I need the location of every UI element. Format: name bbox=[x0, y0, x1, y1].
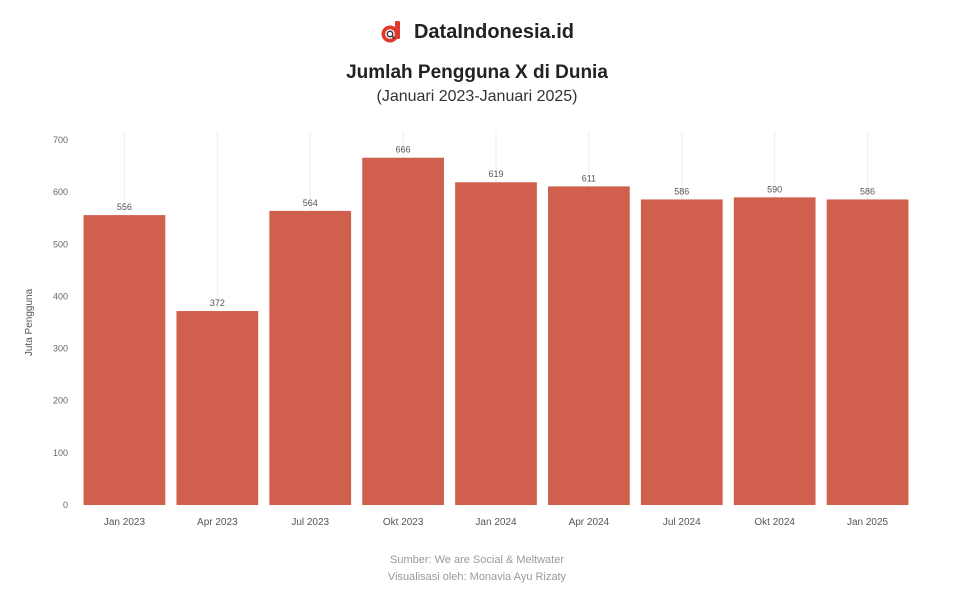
chart-subtitle: (Januari 2023-Januari 2025) bbox=[376, 88, 578, 105]
x-tick-label: Jan 2023 bbox=[104, 517, 146, 528]
x-tick-label: Jul 2024 bbox=[663, 517, 701, 528]
bar bbox=[83, 215, 166, 506]
bar bbox=[455, 182, 537, 505]
y-tick-label: 700 bbox=[53, 135, 68, 145]
data-label: 586 bbox=[860, 186, 875, 196]
data-label: 619 bbox=[488, 169, 503, 179]
bar bbox=[269, 210, 352, 505]
data-label: 556 bbox=[117, 202, 132, 212]
y-tick-label: 600 bbox=[53, 187, 68, 197]
data-label: 564 bbox=[303, 198, 318, 208]
source-note: Sumber: We are Social & Meltwater bbox=[389, 554, 565, 566]
y-tick-label: 200 bbox=[53, 396, 68, 406]
bar bbox=[176, 311, 259, 505]
bar bbox=[362, 157, 444, 505]
x-tick-label: Jul 2023 bbox=[291, 517, 329, 528]
chart-title: Jumlah Pengguna X di Dunia bbox=[346, 62, 608, 83]
y-tick-label: 400 bbox=[53, 291, 68, 301]
visualization-credit: Visualisasi oleh: Monavia Ayu Rizaty bbox=[387, 571, 567, 583]
dataindonesia-logo-icon bbox=[380, 20, 404, 44]
brand-name: DataIndonesia.id bbox=[413, 20, 575, 43]
x-tick-label: Okt 2024 bbox=[754, 517, 795, 528]
y-tick-label: 500 bbox=[53, 239, 68, 249]
bar bbox=[826, 199, 909, 505]
x-tick-label: Jan 2024 bbox=[475, 517, 517, 528]
y-tick-label: 0 bbox=[63, 500, 68, 510]
data-label: 666 bbox=[396, 145, 411, 155]
bar bbox=[640, 199, 723, 505]
bar bbox=[733, 197, 816, 505]
y-tick-label: 300 bbox=[53, 344, 68, 354]
data-label: 590 bbox=[767, 184, 782, 194]
x-tick-label: Okt 2023 bbox=[383, 517, 424, 528]
chart-footer: Sumber: We are Social & Meltwater Visual… bbox=[0, 552, 954, 586]
data-label: 372 bbox=[210, 298, 225, 308]
data-label: 586 bbox=[674, 186, 689, 196]
bar bbox=[548, 186, 630, 505]
y-tick-label: 100 bbox=[53, 448, 68, 458]
data-label: 611 bbox=[582, 173, 596, 183]
y-axis-label: Juta Pengguna bbox=[24, 288, 35, 356]
bar-chart: 0 100 200 300 400 500 600 700 Juta Pengguna 556 Ja… bbox=[24, 132, 909, 528]
x-tick-label: Jan 2025 bbox=[847, 517, 889, 528]
x-tick-label: Apr 2024 bbox=[569, 517, 610, 528]
x-tick-label: Apr 2023 bbox=[197, 517, 238, 528]
brand-header: DataIndonesia.id bbox=[0, 20, 954, 44]
